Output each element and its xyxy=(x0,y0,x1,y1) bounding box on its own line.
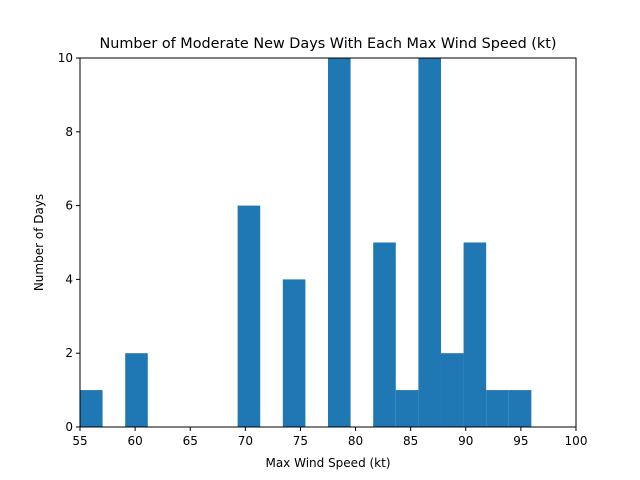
histogram-bar-10 xyxy=(486,390,509,427)
x-tick-label: 100 xyxy=(565,434,588,448)
x-tick-label: 65 xyxy=(183,434,198,448)
x-tick-label: 60 xyxy=(127,434,142,448)
x-axis-label: Max Wind Speed (kt) xyxy=(265,456,390,470)
plot-frame xyxy=(79,57,577,428)
histogram-bar-8 xyxy=(440,353,464,427)
x-tick-label: 95 xyxy=(513,434,528,448)
y-axis: 0 2 4 6 8 10 xyxy=(58,51,80,434)
x-tick-label: 55 xyxy=(72,434,87,448)
y-tick-label: 4 xyxy=(65,272,73,286)
y-tick-label: 2 xyxy=(65,346,73,360)
histogram-bar-3 xyxy=(282,279,306,427)
x-tick-label: 85 xyxy=(403,434,418,448)
x-tick-label: 80 xyxy=(348,434,363,448)
histogram-bar-1 xyxy=(125,353,148,427)
y-tick-label: 10 xyxy=(58,51,73,65)
y-tick-label: 6 xyxy=(65,199,73,213)
histogram-bar-2 xyxy=(237,205,261,427)
bars-group xyxy=(80,58,532,427)
x-tick-label: 70 xyxy=(238,434,253,448)
x-tick-label: 90 xyxy=(458,434,473,448)
y-tick-label: 0 xyxy=(65,420,73,434)
histogram-bar-9 xyxy=(463,242,487,427)
x-tick-label: 75 xyxy=(293,434,308,448)
histogram-bar-11 xyxy=(508,390,532,427)
y-axis-label: Number of Days xyxy=(32,194,46,291)
histogram-bar-0 xyxy=(80,390,103,427)
histogram-bar-4 xyxy=(328,58,351,427)
histogram-bar-6 xyxy=(395,390,419,427)
x-axis: 55 60 65 70 75 80 85 90 95 100 xyxy=(72,427,587,448)
y-tick-label: 8 xyxy=(65,125,73,139)
histogram-bar-5 xyxy=(373,242,396,427)
chart-title: Number of Moderate New Days With Each Ma… xyxy=(99,36,556,52)
histogram-bar-7 xyxy=(418,58,441,427)
